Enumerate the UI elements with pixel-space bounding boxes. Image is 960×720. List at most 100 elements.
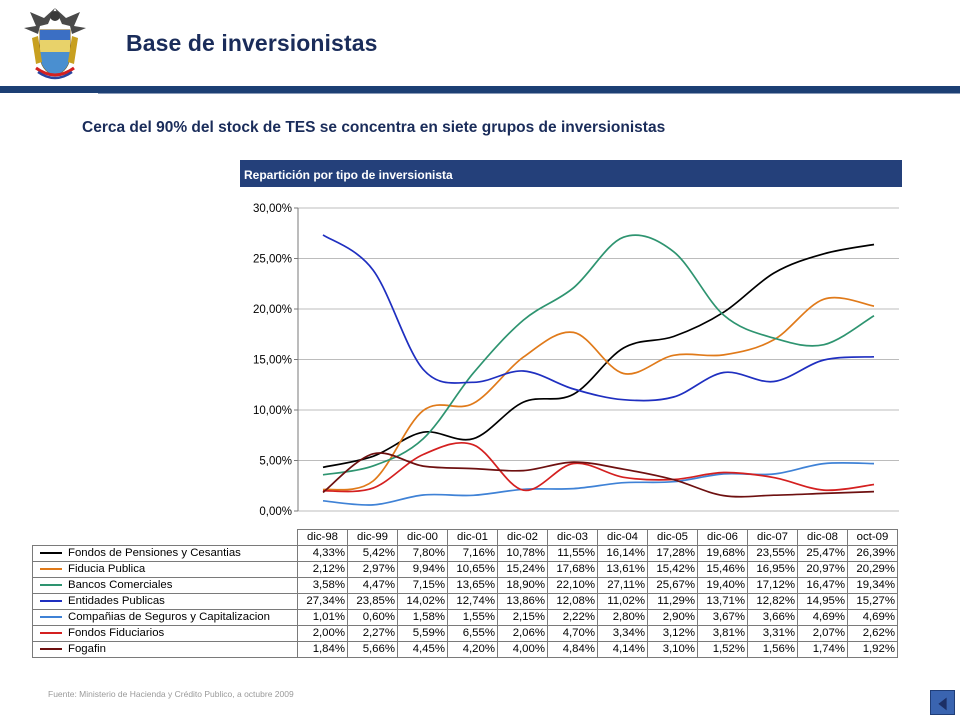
- table-cell: 1,55%: [447, 609, 498, 626]
- table-cell: 0,60%: [347, 609, 398, 626]
- table-cell: 4,20%: [447, 641, 498, 658]
- table-cell: 20,97%: [797, 561, 848, 578]
- table-cell: 10,65%: [447, 561, 498, 578]
- table-cell: 11,55%: [547, 545, 598, 562]
- table-cell: 2,62%: [847, 625, 898, 642]
- table-cell: 10,78%: [497, 545, 548, 562]
- table-cell: 1,74%: [797, 641, 848, 658]
- table-cell: 3,66%: [747, 609, 798, 626]
- series-name-cell: Fondos de Pensiones y Cesantias: [32, 545, 298, 562]
- column-header: dic-00: [397, 529, 448, 546]
- table-cell: 14,02%: [397, 593, 448, 610]
- table-cell: 4,69%: [847, 609, 898, 626]
- series-name: Compañias de Seguros y Capitalizacion: [68, 611, 270, 623]
- table-cell: 3,34%: [597, 625, 648, 642]
- table-cell: 2,07%: [797, 625, 848, 642]
- table-cell: 1,52%: [697, 641, 748, 658]
- column-header: dic-99: [347, 529, 398, 546]
- table-cell: 16,47%: [797, 577, 848, 594]
- legend-key: [40, 583, 62, 586]
- table-cell: 25,67%: [647, 577, 698, 594]
- column-header: oct-09: [847, 529, 898, 546]
- series-line: [322, 234, 875, 476]
- page-title: Base de inversionistas: [126, 30, 378, 56]
- table-row: Fondos de Pensiones y Cesantias 4,33% 5,42…: [32, 545, 898, 562]
- table-cell: 3,67%: [697, 609, 748, 626]
- series-name-cell: Fiducia Publica: [32, 561, 298, 578]
- table-cell: 3,81%: [697, 625, 748, 642]
- table-cell: 22,10%: [547, 577, 598, 594]
- table-cell: 7,15%: [397, 577, 448, 594]
- series-name: Fondos Fiduciarios: [68, 627, 165, 639]
- table-cell: 5,66%: [347, 641, 398, 658]
- table-cell: 4,69%: [797, 609, 848, 626]
- table-row: Fondos Fiduciarios 2,00% 2,27% 5,59% 6,55% 2,…: [32, 625, 898, 642]
- table-cell: 13,86%: [497, 593, 548, 610]
- y-tick-label: 5,00%: [259, 456, 292, 468]
- y-tick-label: 15,00%: [253, 355, 292, 367]
- legend-key: [40, 551, 62, 554]
- legend-key: [40, 567, 62, 570]
- y-axis-ticks: 0,00% 5,00% 10,00% 15,00% 20,00% 25,00% 30,00%: [253, 203, 298, 518]
- table-cell: 3,58%: [297, 577, 348, 594]
- table-cell: 17,12%: [747, 577, 798, 594]
- table-cell: 15,42%: [647, 561, 698, 578]
- table-cell: 18,90%: [497, 577, 548, 594]
- table-cell: 27,34%: [297, 593, 348, 610]
- table-cell: 7,80%: [397, 545, 448, 562]
- series-name: Bancos Comerciales: [68, 579, 173, 591]
- arrow-left-icon: [938, 697, 947, 711]
- table-cell: 2,97%: [347, 561, 398, 578]
- series-name: Fiducia Publica: [68, 563, 146, 575]
- y-tick-label: 30,00%: [253, 203, 292, 215]
- table-cell: 5,59%: [397, 625, 448, 642]
- header-thin-rule: [98, 93, 960, 94]
- legend-key: [40, 599, 62, 602]
- series-line: [322, 234, 875, 402]
- series-name-cell: Fogafin: [32, 641, 298, 658]
- table-cell: 2,06%: [497, 625, 548, 642]
- series-line: [322, 243, 875, 469]
- table-cell: 1,56%: [747, 641, 798, 658]
- table-cell: 2,22%: [547, 609, 598, 626]
- table-cell: 6,55%: [447, 625, 498, 642]
- table-cell: 27,11%: [597, 577, 648, 594]
- table-cell: 3,10%: [647, 641, 698, 658]
- table-cell: 4,70%: [547, 625, 598, 642]
- table-cell: 2,90%: [647, 609, 698, 626]
- column-header: dic-08: [797, 529, 848, 546]
- chart-panel-title: Repartición por tipo de inversionista: [240, 160, 902, 187]
- table-cell: 2,27%: [347, 625, 398, 642]
- slide-subtitle: Cerca del 90% del stock de TES se concen…: [82, 119, 666, 136]
- series-name: Fondos de Pensiones y Cesantias: [68, 547, 241, 559]
- table-cell: 5,42%: [347, 545, 398, 562]
- table-cell: 11,02%: [597, 593, 648, 610]
- previous-slide-button[interactable]: [930, 690, 955, 715]
- series-name-cell: Entidades Publicas: [32, 593, 298, 610]
- table-cell: 4,14%: [597, 641, 648, 658]
- series-line: [322, 296, 875, 491]
- column-header: dic-03: [547, 529, 598, 546]
- table-cell: 16,95%: [747, 561, 798, 578]
- column-header: dic-02: [497, 529, 548, 546]
- source-footnote: Fuente: Ministerio de Hacienda y Crédito…: [48, 689, 294, 699]
- table-cell: 13,65%: [447, 577, 498, 594]
- table-cell: 4,00%: [497, 641, 548, 658]
- series-line: [322, 452, 875, 498]
- table-cell: 23,55%: [747, 545, 798, 562]
- table-cell: 11,29%: [647, 593, 698, 610]
- series-line: [322, 441, 875, 493]
- table-cell: 4,84%: [547, 641, 598, 658]
- column-header: dic-01: [447, 529, 498, 546]
- table-cell: 12,74%: [447, 593, 498, 610]
- table-cell: 25,47%: [797, 545, 848, 562]
- table-cell: 1,84%: [297, 641, 348, 658]
- table-row: Compañias de Seguros y Capitalizacion 1,0…: [32, 609, 898, 626]
- table-cell: 16,14%: [597, 545, 648, 562]
- table-cell: 4,33%: [297, 545, 348, 562]
- legend-key: [40, 615, 62, 618]
- series-name-cell: Fondos Fiduciarios: [32, 625, 298, 642]
- table-cell: 12,82%: [747, 593, 798, 610]
- data-table: dic-98 dic-99 dic-00 dic-01 dic-02 dic-03 dic-…: [32, 529, 898, 658]
- y-tick-label: 20,00%: [253, 304, 292, 316]
